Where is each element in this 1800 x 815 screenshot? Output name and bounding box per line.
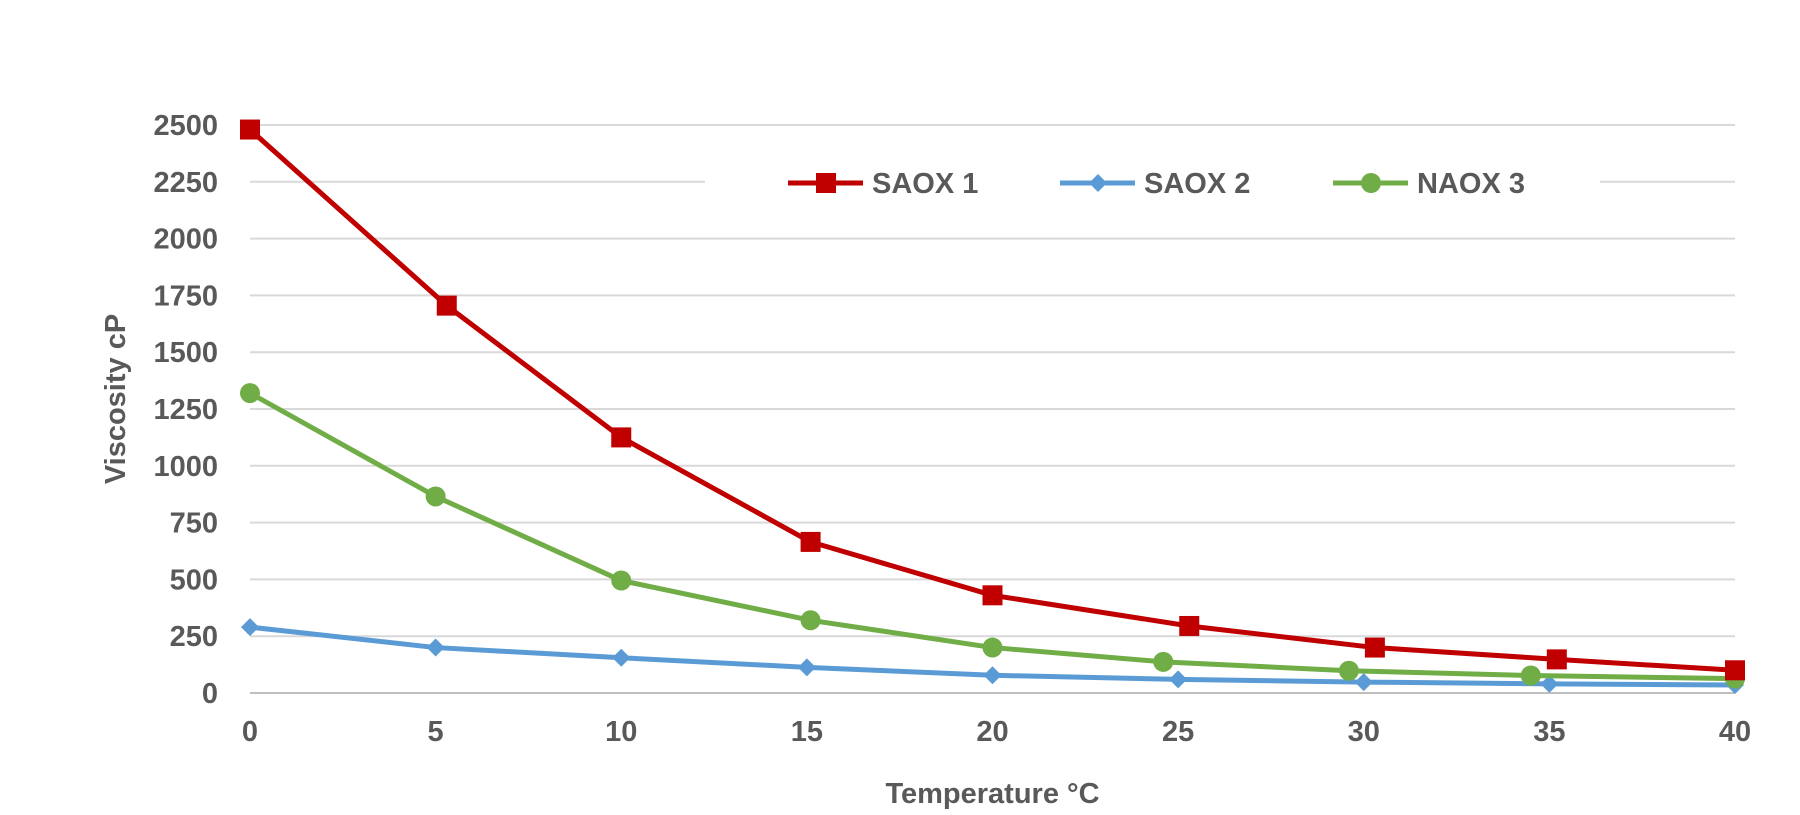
y-tick-label: 2500	[153, 110, 218, 142]
legend-marker	[816, 173, 836, 193]
gridlines	[250, 124, 1735, 638]
x-axis-title: Temperature °C	[885, 778, 1099, 810]
data-point-marker	[1338, 660, 1359, 681]
legend-item: SAOX 2	[1060, 168, 1250, 200]
data-point-marker	[1179, 615, 1200, 636]
data-point-marker	[1725, 660, 1745, 681]
data-point-marker	[426, 638, 445, 657]
data-point-marker	[982, 637, 1003, 658]
y-tick-label: 250	[170, 621, 218, 653]
y-tick-label: 500	[170, 564, 218, 596]
data-point-marker	[1364, 637, 1385, 658]
data-point-marker	[1540, 674, 1559, 693]
series-naox-3	[240, 383, 1745, 689]
y-tick-label: 750	[170, 508, 218, 540]
x-tick-label: 0	[242, 716, 258, 748]
legend: SAOX 1 SAOX 2 NAOX 3	[788, 168, 1525, 200]
data-point-marker	[983, 666, 1002, 685]
data-point-marker	[611, 570, 632, 591]
axes: 0 250 500 750 1000 1250 1500 1750 2000 2250 2500 0 5…	[153, 110, 1751, 748]
x-tick-label: 30	[1348, 716, 1380, 748]
y-tick-label: 1750	[153, 280, 218, 312]
data-point-marker	[1520, 665, 1541, 686]
data-point-marker	[1153, 651, 1174, 672]
y-tick-label: 2000	[153, 224, 218, 256]
data-point-marker	[612, 648, 631, 667]
x-tick-label: 15	[791, 716, 823, 748]
series-lines	[240, 119, 1745, 695]
legend-marker	[1361, 173, 1381, 193]
data-point-marker	[436, 295, 457, 316]
y-tick-label: 0	[202, 678, 218, 710]
legend-marker	[1089, 174, 1107, 192]
data-point-marker	[982, 585, 1003, 606]
x-tick-label: 5	[428, 716, 444, 748]
series-saox-2	[241, 618, 1744, 695]
legend-label: SAOX 1	[872, 168, 978, 200]
y-tick-label: 1000	[153, 451, 218, 483]
data-point-marker	[240, 383, 260, 404]
y-tick-label: 1250	[153, 394, 218, 426]
x-tick-label: 35	[1533, 716, 1565, 748]
data-point-marker	[1169, 670, 1188, 689]
x-tick-label: 25	[1162, 716, 1194, 748]
x-tick-label: 10	[605, 716, 637, 748]
legend-label: NAOX 3	[1417, 168, 1525, 200]
y-tick-label: 2250	[153, 167, 218, 199]
data-point-marker	[797, 658, 816, 677]
data-point-marker	[800, 610, 821, 631]
x-tick-label: 20	[976, 716, 1008, 748]
data-point-marker	[1546, 649, 1567, 670]
data-point-marker	[800, 531, 821, 552]
series-saox-1	[240, 119, 1745, 681]
data-point-marker	[241, 618, 259, 637]
data-point-marker	[611, 427, 632, 448]
data-point-marker	[240, 119, 260, 140]
x-tick-label: 40	[1719, 716, 1751, 748]
y-axis-title: Viscosity cP	[100, 314, 132, 484]
y-tick-label: 1500	[153, 337, 218, 369]
legend-item: NAOX 3	[1333, 168, 1525, 200]
legend-label: SAOX 2	[1144, 168, 1250, 200]
data-point-marker	[425, 486, 446, 507]
data-point-marker	[1354, 673, 1373, 692]
legend-item: SAOX 1	[788, 168, 978, 200]
